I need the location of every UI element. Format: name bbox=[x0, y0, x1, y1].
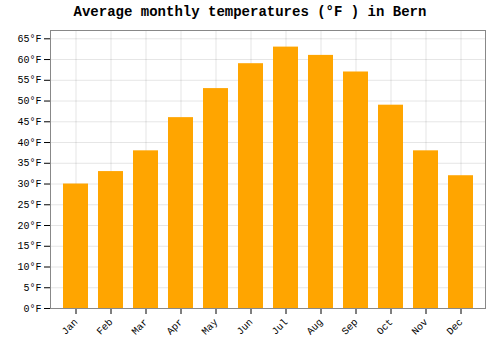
svg-text:40°F: 40°F bbox=[17, 138, 41, 149]
html-text:Average monthly temperatures (: Average monthly temperatures (°F ) in Be… bbox=[73, 4, 427, 20]
svg-text:25°F: 25°F bbox=[17, 200, 41, 211]
svg-text:30°F: 30°F bbox=[17, 179, 41, 190]
svg-text:Jul: Jul bbox=[270, 317, 291, 338]
svg-text:Feb: Feb bbox=[95, 317, 116, 338]
svg-text:0°F: 0°F bbox=[23, 304, 41, 315]
svg-text:50°F: 50°F bbox=[17, 96, 41, 107]
svg-text:10°F: 10°F bbox=[17, 262, 41, 273]
svg-text:20°F: 20°F bbox=[17, 221, 41, 232]
svg-text:55°F: 55°F bbox=[17, 75, 41, 86]
svg-text:Nov: Nov bbox=[410, 317, 431, 338]
svg-text:Aug: Aug bbox=[305, 317, 326, 338]
svg-text:Apr: Apr bbox=[165, 317, 186, 338]
svg-text:45°F: 45°F bbox=[17, 117, 41, 128]
svg-text:35°F: 35°F bbox=[17, 158, 41, 169]
svg-text:60°F: 60°F bbox=[17, 55, 41, 66]
svg-text:65°F: 65°F bbox=[17, 34, 41, 45]
svg-text:15°F: 15°F bbox=[17, 241, 41, 252]
svg-text:Oct: Oct bbox=[375, 317, 396, 338]
svg-text:Dec: Dec bbox=[445, 317, 466, 338]
svg-text:May: May bbox=[200, 317, 221, 338]
svg-text:Jun: Jun bbox=[235, 317, 256, 338]
svg-text:Sep: Sep bbox=[340, 317, 361, 338]
svg-text:5°F: 5°F bbox=[23, 283, 41, 294]
svg-text:Mar: Mar bbox=[130, 317, 151, 338]
svg-text:Jan: Jan bbox=[60, 317, 81, 338]
